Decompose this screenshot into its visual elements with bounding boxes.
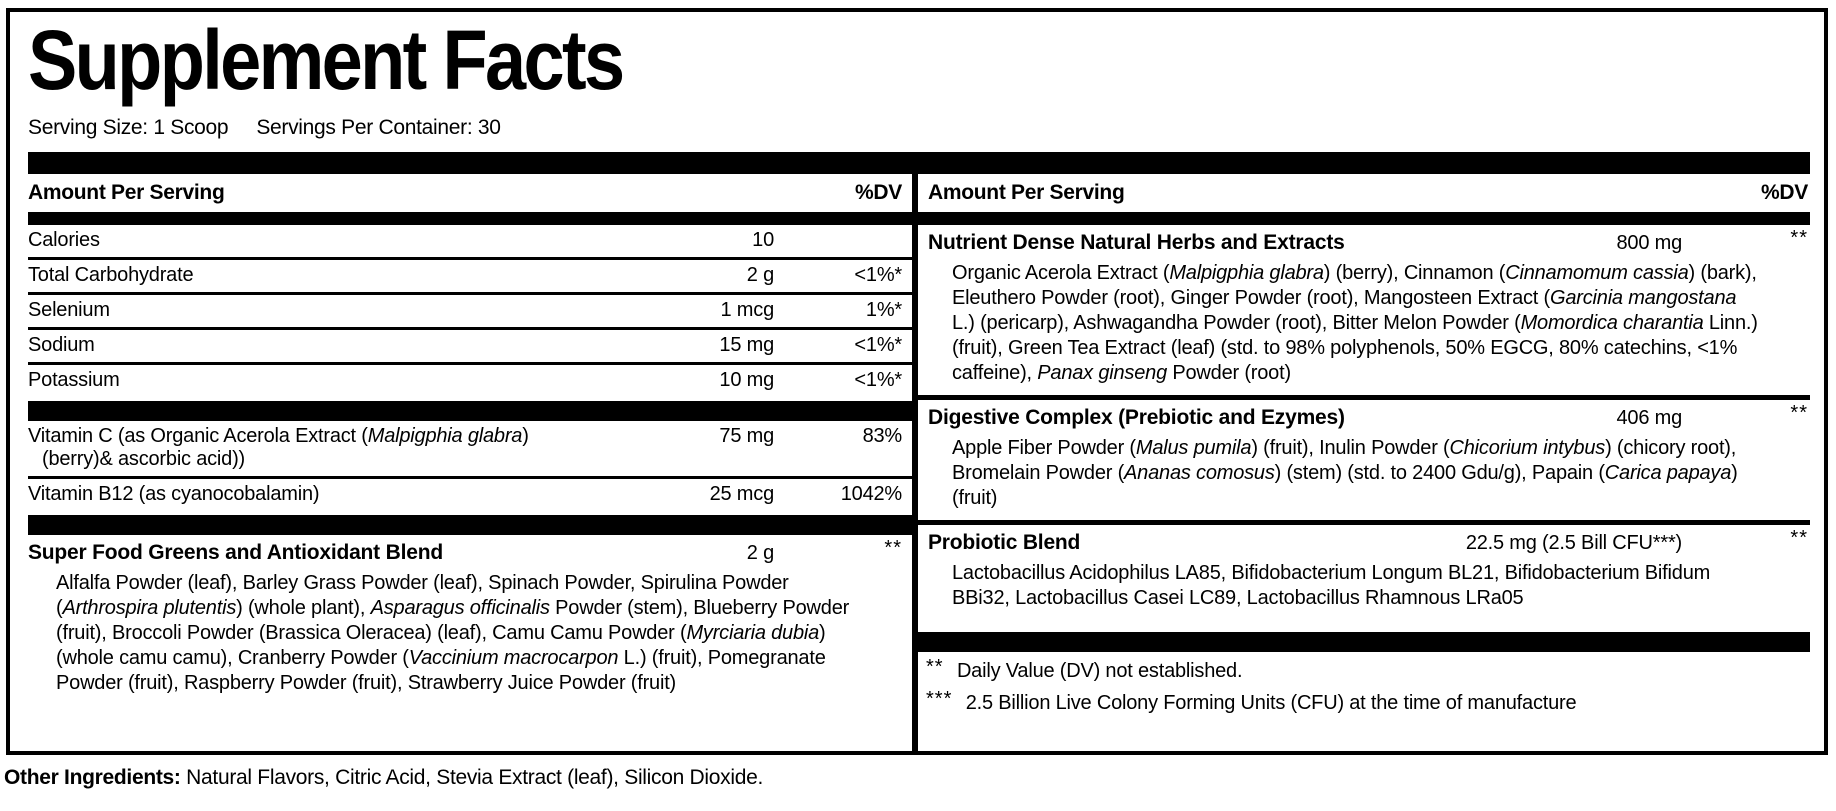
footnote-dv: ** Daily Value (DV) not established. — [918, 652, 1810, 684]
nutrient-row-vitamin-b12: Vitamin B12 (as cyanocobalamin) 25 mcg 1… — [28, 479, 912, 511]
nutrient-dv: <1%* — [854, 334, 902, 356]
section-amount: 406 mg — [1616, 407, 1682, 429]
section-dv: ** — [1790, 527, 1808, 549]
panel-title: Supplement Facts — [28, 13, 625, 107]
header-underbar — [28, 212, 912, 225]
footnote-marker: ** — [926, 656, 944, 678]
right-column: Amount Per Serving %DV Nutrient Dense Na… — [918, 174, 1810, 751]
section-rule — [918, 520, 1810, 525]
top-divider-bar — [28, 152, 1810, 174]
blend-name: Super Food Greens and Antioxidant Blend — [28, 541, 443, 564]
blend-dv: ** — [884, 537, 902, 559]
nutrient-amount: 10 — [752, 229, 774, 251]
footnote-cfu: *** 2.5 Billion Live Colony Forming Unit… — [918, 684, 1810, 716]
section-divider-bar — [28, 401, 912, 421]
columns: Amount Per Serving %DV Calories 10 Total… — [28, 174, 1810, 751]
nutrient-name: Calories — [28, 229, 100, 251]
other-ingredients-label: Other Ingredients: — [4, 766, 181, 789]
nutrient-amount: 1 mcg — [720, 299, 775, 321]
nutrient-amount: 10 mg — [719, 369, 774, 391]
serving-size: Serving Size: 1 Scoop — [28, 116, 229, 139]
section-name: Digestive Complex (Prebiotic and Ezymes) — [928, 406, 1345, 429]
footnote-text: 2.5 Billion Live Colony Forming Units (C… — [965, 692, 1577, 714]
dv-heading: %DV — [855, 181, 902, 204]
right-column-header: Amount Per Serving %DV — [918, 174, 1810, 212]
amount-per-serving-heading: Amount Per Serving — [928, 181, 1125, 204]
left-column-header: Amount Per Serving %DV — [28, 174, 912, 212]
servings-per-container: Servings Per Container: 30 — [256, 116, 501, 139]
other-ingredients-text: Natural Flavors, Citric Acid, Stevia Ext… — [186, 766, 763, 789]
nutrient-name: Selenium — [28, 299, 110, 321]
column-divider — [912, 174, 918, 751]
nutrient-amount: 2 g — [746, 264, 774, 286]
nutrient-dv: 83% — [862, 425, 903, 447]
nutrient-row-sodium: Sodium 15 mg <1%* — [28, 330, 912, 365]
nutrient-dv: <1%* — [854, 369, 902, 391]
dv-heading: %DV — [1761, 181, 1808, 204]
section-ingredients-probiotic: Lactobacillus Acidophilus LA85, Bifidoba… — [952, 562, 1711, 609]
nutrient-amount: 25 mcg — [709, 483, 775, 505]
section-dv: ** — [1790, 227, 1808, 249]
footnote-text: Daily Value (DV) not established. — [956, 660, 1243, 682]
section-name: Probiotic Blend — [928, 531, 1081, 554]
section-ingredients-digestive: Apple Fiber Powder (Malus pumila) (fruit… — [952, 437, 1738, 509]
footnote-divider-bar — [918, 632, 1810, 652]
nutrient-row-vitamin-c: Vitamin C (as Organic Acerola Extract (M… — [28, 421, 912, 479]
section-heading-row-probiotic: Probiotic Blend 22.5 mg (2.5 Bill CFU***… — [918, 525, 1810, 557]
nutrient-row-potassium: Potassium 10 mg <1%* — [28, 365, 912, 397]
nutrient-row-selenium: Selenium 1 mcg 1%* — [28, 295, 912, 330]
section-divider-bar — [28, 515, 912, 535]
section-heading-row-digestive: Digestive Complex (Prebiotic and Ezymes)… — [918, 400, 1810, 432]
nutrient-dv: 1%* — [865, 299, 902, 321]
nutrient-row-calories: Calories 10 — [28, 225, 912, 260]
section-ingredients-herbs: Organic Acerola Extract (Malpigphia glab… — [952, 262, 1758, 384]
left-column: Amount Per Serving %DV Calories 10 Total… — [28, 174, 912, 751]
amount-per-serving-heading: Amount Per Serving — [28, 181, 225, 204]
nutrient-row-total-carbohydrate: Total Carbohydrate 2 g <1%* — [28, 260, 912, 295]
nutrient-amount: 15 mg — [719, 334, 774, 356]
vitamin-c-name-line1: Vitamin C (as Organic Acerola Extract (M… — [28, 425, 529, 447]
header-underbar — [918, 212, 1810, 225]
nutrient-name: Sodium — [28, 334, 95, 356]
nutrient-amount: 75 mg — [719, 425, 774, 447]
supplement-facts-panel: Supplement Facts Serving Size: 1 Scoop S… — [6, 8, 1828, 755]
nutrient-dv: 1042% — [840, 483, 902, 505]
blend-heading-row: Super Food Greens and Antioxidant Blend … — [28, 535, 912, 567]
section-heading-row-herbs: Nutrient Dense Natural Herbs and Extract… — [918, 225, 1810, 257]
other-ingredients-line: Other Ingredients: Natural Flavors, Citr… — [4, 766, 763, 790]
blend-amount: 2 g — [746, 542, 774, 564]
nutrient-name: Vitamin C (as Organic Acerola Extract (M… — [28, 425, 624, 471]
nutrient-dv: <1%* — [854, 264, 902, 286]
section-rule — [918, 395, 1810, 400]
nutrient-name: Total Carbohydrate — [28, 264, 194, 286]
vitamin-c-name-line2: (berry)& ascorbic acid)) — [42, 448, 246, 470]
section-name: Nutrient Dense Natural Herbs and Extract… — [928, 231, 1345, 254]
nutrient-name: Vitamin B12 (as cyanocobalamin) — [28, 483, 320, 505]
section-amount: 800 mg — [1616, 232, 1682, 254]
blend-ingredients: Alfalfa Powder (leaf), Barley Grass Powd… — [56, 572, 850, 694]
serving-info: Serving Size: 1 Scoop Servings Per Conta… — [28, 116, 1810, 140]
section-amount: 22.5 mg (2.5 Bill CFU***) — [1465, 532, 1682, 554]
nutrient-name: Potassium — [28, 369, 120, 391]
section-dv: ** — [1790, 402, 1808, 424]
footnote-marker: *** — [926, 688, 953, 710]
